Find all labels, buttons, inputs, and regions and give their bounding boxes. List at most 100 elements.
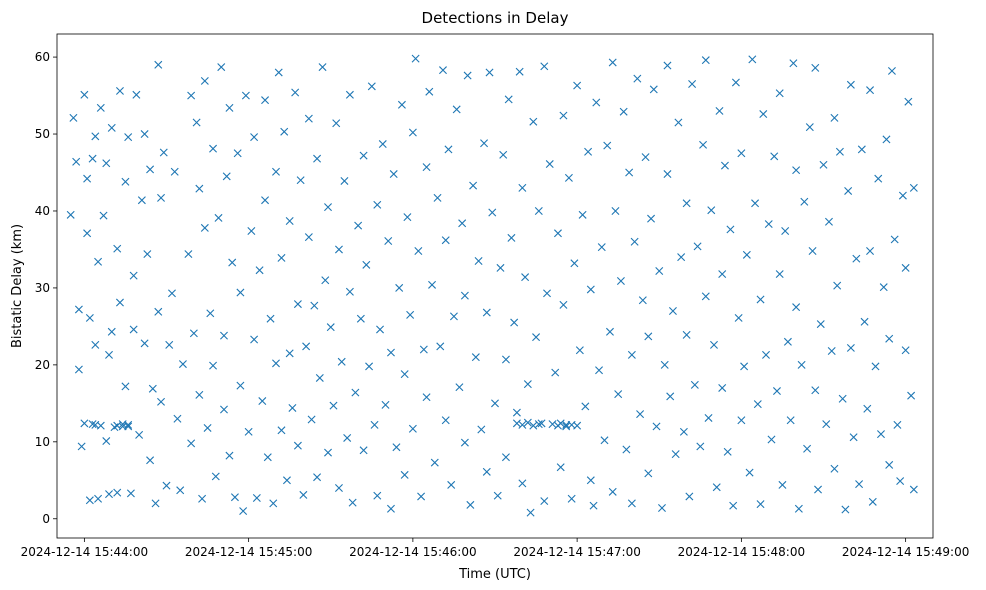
data-point (863, 404, 872, 413)
data-point (422, 163, 431, 172)
data-point (644, 332, 653, 341)
data-point (745, 468, 754, 477)
data-point (140, 339, 149, 348)
data-point (797, 360, 806, 369)
data-point (313, 154, 322, 163)
data-point (909, 485, 918, 494)
data-point (718, 270, 727, 279)
data-point (855, 480, 864, 489)
data-point (310, 301, 319, 310)
data-point (792, 303, 801, 312)
data-point (121, 382, 130, 391)
data-point (521, 273, 530, 282)
data-point (430, 458, 439, 467)
data-point (203, 423, 212, 432)
data-point (74, 365, 83, 374)
data-point (460, 291, 469, 300)
data-point (354, 221, 363, 230)
data-point (644, 469, 653, 478)
data-point (91, 132, 100, 141)
x-tick-label: 2024-12-14 15:48:00 (678, 545, 805, 559)
data-point (499, 150, 508, 159)
x-tick-label: 2024-12-14 15:47:00 (513, 545, 640, 559)
data-point (365, 362, 374, 371)
data-point (167, 289, 176, 298)
data-point (91, 340, 100, 349)
data-point (586, 476, 595, 485)
data-point (348, 498, 357, 507)
data-point (737, 416, 746, 425)
data-point (88, 420, 97, 429)
data-point (184, 250, 193, 259)
data-point (625, 168, 634, 177)
data-point (529, 117, 538, 126)
data-point (523, 380, 532, 389)
data-point (605, 327, 614, 336)
data-point (367, 82, 376, 91)
data-point (545, 160, 554, 169)
data-point (124, 133, 133, 142)
data-point (241, 91, 250, 100)
data-point (307, 415, 316, 424)
data-point (849, 433, 858, 442)
data-point (540, 497, 549, 506)
data-point (252, 493, 261, 502)
data-point (811, 386, 820, 395)
data-point (296, 176, 305, 185)
data-point (534, 420, 543, 429)
data-point (838, 394, 847, 403)
data-point (682, 330, 691, 339)
data-point (321, 276, 330, 285)
data-point (904, 97, 913, 106)
data-point (282, 476, 291, 485)
data-point (66, 210, 75, 219)
data-point (115, 298, 124, 307)
data-point (518, 183, 527, 192)
data-point (589, 501, 598, 510)
data-point (764, 220, 773, 229)
data-point (85, 313, 94, 322)
x-tick-label: 2024-12-14 15:49:00 (842, 545, 969, 559)
data-point (386, 504, 395, 513)
data-point (909, 183, 918, 192)
data-point (187, 439, 196, 448)
data-point (469, 181, 478, 190)
data-point (885, 460, 894, 469)
data-point (447, 480, 456, 489)
data-point (69, 113, 78, 122)
data-points (66, 54, 918, 517)
data-point (775, 270, 784, 279)
data-point (419, 345, 428, 354)
data-point (586, 285, 595, 294)
data-point (501, 453, 510, 462)
data-point (597, 243, 606, 252)
x-tick-label: 2024-12-14 15:44:00 (21, 545, 148, 559)
y-tick-label: 40 (35, 204, 50, 218)
data-point (436, 342, 445, 351)
data-point (775, 89, 784, 98)
data-point (770, 152, 779, 161)
data-point (209, 144, 218, 153)
data-point (378, 140, 387, 149)
data-point (258, 397, 267, 406)
data-point (677, 253, 686, 262)
data-point (146, 456, 155, 465)
data-point (556, 419, 565, 428)
data-point (759, 110, 768, 119)
data-point (277, 426, 286, 435)
data-point (397, 100, 406, 109)
data-point (496, 263, 505, 272)
data-point (740, 362, 749, 371)
data-point (236, 288, 245, 297)
data-point (334, 245, 343, 254)
data-point (261, 96, 270, 105)
data-point (501, 355, 510, 364)
data-point (833, 281, 842, 290)
data-point (641, 153, 650, 162)
data-point (578, 210, 587, 219)
data-point (491, 399, 499, 408)
data-point (206, 309, 215, 318)
data-point (871, 362, 880, 371)
data-point (140, 130, 149, 139)
data-point (214, 213, 223, 222)
